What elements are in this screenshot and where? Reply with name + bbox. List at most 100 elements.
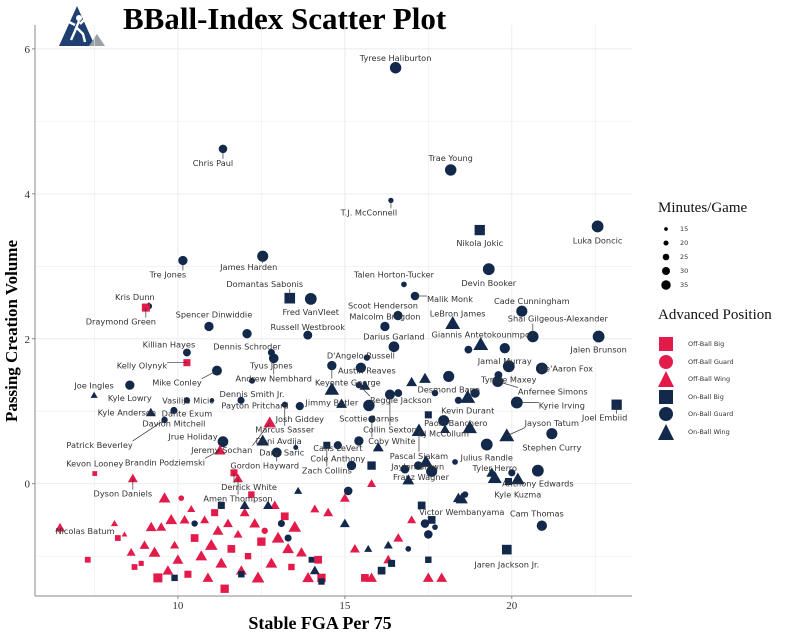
data-point xyxy=(84,556,91,563)
player-point xyxy=(324,382,340,395)
player-label: Marcus Sasser xyxy=(255,425,315,435)
data-point xyxy=(271,531,285,543)
player-label: Jaren Jackson Jr. xyxy=(473,560,539,570)
data-point xyxy=(257,537,266,546)
player-label: Tre Jones xyxy=(149,270,187,280)
player-point xyxy=(363,399,375,412)
legend-position-label: Off-Ball Wing xyxy=(688,375,731,383)
player-label: Payton Pritchard xyxy=(221,400,288,410)
player-point xyxy=(303,330,313,340)
player-point xyxy=(501,544,512,555)
legend-position-label: On-Ball Guard xyxy=(688,410,734,418)
player-point xyxy=(388,197,394,204)
data-point xyxy=(156,522,167,531)
player-point xyxy=(380,321,390,332)
legend-position-label: On-Ball Wing xyxy=(688,427,730,436)
data-point xyxy=(249,518,261,528)
data-point xyxy=(339,518,350,528)
data-point xyxy=(227,545,236,553)
label-leader-line xyxy=(497,381,519,388)
player-point xyxy=(474,224,485,236)
data-point xyxy=(172,554,184,564)
label-leader-line xyxy=(252,422,271,447)
player-point xyxy=(480,438,493,451)
player-label: Joel Embiid xyxy=(581,413,627,423)
player-label: Kevin Durant xyxy=(441,405,495,415)
player-label: Dennis Schroder xyxy=(213,342,281,352)
player-point xyxy=(183,397,191,404)
player-label: Desmond Bane xyxy=(417,384,479,394)
legend-size-label: 25 xyxy=(680,253,689,261)
data-point xyxy=(367,461,376,470)
player-point xyxy=(55,522,66,532)
player-label: Brandin Podziemski xyxy=(125,457,205,467)
player-label: Davion Mitchell xyxy=(142,418,205,428)
data-point xyxy=(440,424,450,433)
player-label: Jrue Holiday xyxy=(167,432,218,442)
player-point xyxy=(388,341,400,353)
player-label: Jaylen Brown xyxy=(390,461,444,471)
data-point xyxy=(508,469,516,477)
player-point xyxy=(333,441,342,450)
player-label: Pascal Siakam xyxy=(390,451,448,461)
player-point xyxy=(145,407,156,417)
legend-size-label: 20 xyxy=(680,239,689,247)
data-point xyxy=(302,572,314,583)
data-point xyxy=(220,584,229,593)
player-label: Franz Wagner xyxy=(393,472,450,482)
player-point xyxy=(455,492,468,504)
player-point xyxy=(460,389,476,403)
chart-title: BBall-Index Scatter Plot xyxy=(123,1,447,36)
player-label: Chris Paul xyxy=(193,158,233,168)
player-label: Vasilije Micic xyxy=(162,395,214,405)
data-point xyxy=(364,544,373,552)
data-point xyxy=(145,521,157,532)
player-label: Tyler Herro xyxy=(472,463,517,473)
player-label: Mike Conley xyxy=(152,378,202,388)
data-point xyxy=(200,515,210,524)
player-label: Stephen Curry xyxy=(522,443,581,453)
player-point xyxy=(233,473,243,483)
data-point xyxy=(405,546,412,552)
x-axis-label: Stable FGA Per 75 xyxy=(248,613,392,633)
data-point xyxy=(288,520,302,532)
player-label: Scottie Barnes xyxy=(339,413,398,423)
data-point xyxy=(424,530,433,539)
player-point xyxy=(92,471,98,476)
circle-icon xyxy=(659,354,673,369)
data-point xyxy=(239,500,250,510)
data-point xyxy=(171,574,178,582)
player-label: Caris LeVert xyxy=(313,443,363,453)
player-label: Tyus Jones xyxy=(249,361,293,371)
tick-labels: 10 15 20 0 2 4 6 xyxy=(25,44,518,612)
player-label: Gordon Hayward xyxy=(230,461,299,471)
data-point xyxy=(288,563,295,571)
data-point xyxy=(158,492,171,503)
player-label: Cade Cunningham xyxy=(494,296,570,306)
player-label: CJ McCollum xyxy=(418,429,469,439)
player-label: Domantas Sabonis xyxy=(226,279,303,289)
player-label: Jeremy Sochan xyxy=(190,445,252,455)
player-point xyxy=(438,415,450,427)
data-point xyxy=(425,556,432,563)
player-label: Cole Anthony xyxy=(310,453,365,463)
axes xyxy=(32,25,632,599)
data-point xyxy=(282,543,294,554)
data-point xyxy=(436,572,448,582)
player-label: Dennis Smith Jr. xyxy=(220,389,285,399)
data-point xyxy=(251,571,265,583)
player-label: De'Aaron Fox xyxy=(539,363,593,373)
data-point xyxy=(126,548,136,556)
data-point xyxy=(309,565,320,575)
data-point xyxy=(296,547,307,557)
data-point xyxy=(179,514,190,524)
data-point xyxy=(310,504,320,513)
data-point xyxy=(170,540,180,549)
player-label: Zach Collins xyxy=(302,465,352,475)
player-point xyxy=(546,428,558,440)
player-label: Derrick White xyxy=(221,482,277,492)
x-tick-label: 15 xyxy=(339,600,351,612)
data-point xyxy=(452,459,458,465)
y-tick-label: 6 xyxy=(25,44,31,56)
player-point xyxy=(170,406,178,415)
